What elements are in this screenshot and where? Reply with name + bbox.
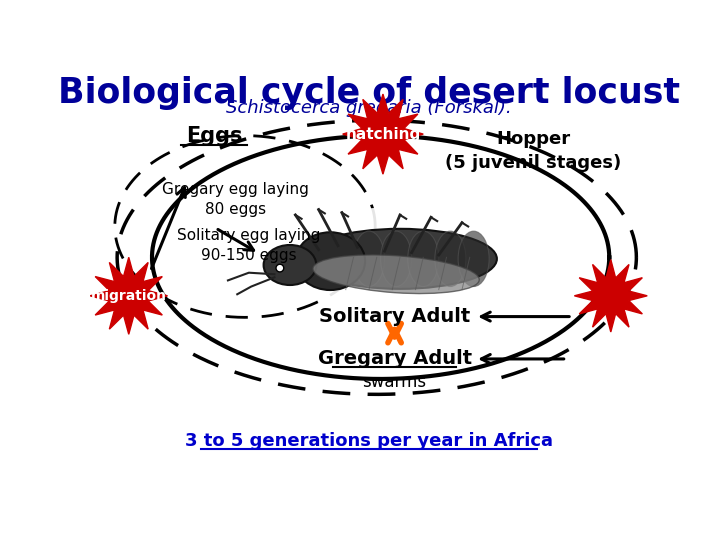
Ellipse shape	[313, 255, 480, 294]
Ellipse shape	[295, 232, 365, 290]
Text: Hopper
(5 juvenil stages): Hopper (5 juvenil stages)	[445, 130, 621, 172]
Text: 3 to 5 generations per year in Africa: 3 to 5 generations per year in Africa	[185, 431, 553, 450]
Ellipse shape	[381, 231, 412, 287]
Text: Solitary egg laying
90-150 eggs: Solitary egg laying 90-150 eggs	[177, 228, 320, 263]
Text: swarms: swarms	[362, 373, 427, 391]
Ellipse shape	[303, 229, 497, 289]
Ellipse shape	[458, 231, 489, 287]
Text: Solitary Adult: Solitary Adult	[319, 307, 470, 326]
Text: migration: migration	[91, 289, 167, 303]
Text: Gregary Adult: Gregary Adult	[318, 349, 472, 368]
Ellipse shape	[408, 231, 438, 287]
Ellipse shape	[284, 207, 500, 307]
Polygon shape	[90, 257, 168, 334]
Ellipse shape	[354, 231, 384, 287]
Polygon shape	[575, 260, 647, 332]
Polygon shape	[343, 94, 423, 174]
Ellipse shape	[276, 264, 284, 272]
Text: Biological cycle of desert locust: Biological cycle of desert locust	[58, 76, 680, 110]
Text: Gregary egg laying
80 eggs: Gregary egg laying 80 eggs	[162, 182, 309, 217]
Ellipse shape	[264, 245, 316, 285]
Text: Schistocerca gregaria (Forskal).: Schistocerca gregaria (Forskal).	[226, 99, 512, 117]
Text: hatching: hatching	[346, 126, 420, 141]
Ellipse shape	[435, 231, 466, 287]
Text: Eggs: Eggs	[186, 126, 242, 146]
